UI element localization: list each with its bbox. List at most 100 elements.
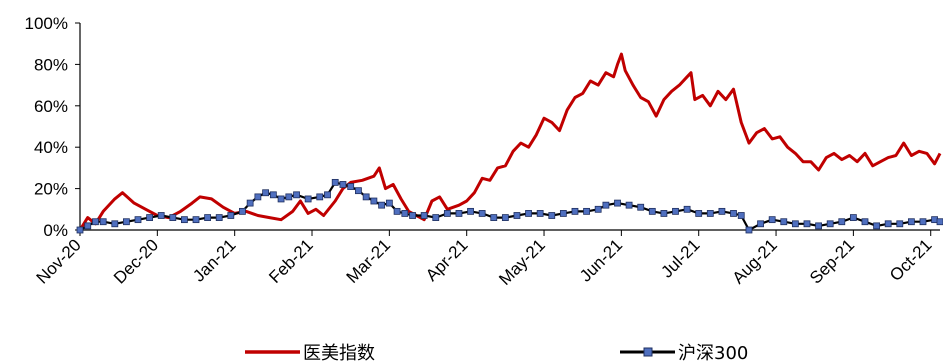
series-point-2	[849, 214, 857, 221]
series-point-2	[861, 218, 869, 226]
series-point-2	[780, 218, 788, 226]
x-tick-label: Jan-21	[189, 235, 239, 285]
series-point-2	[815, 222, 822, 230]
series-point-2	[92, 218, 99, 226]
x-tick-label: Jun-21	[576, 235, 626, 285]
legend: 医美指数 沪深300	[245, 343, 748, 364]
series-point-2	[324, 191, 331, 199]
x-tick-label: Oct-21	[886, 235, 936, 285]
series-point-2	[884, 220, 892, 228]
series-point-2	[907, 218, 915, 226]
series-point-2	[227, 212, 235, 219]
series-point-2	[254, 193, 262, 201]
series-point-2	[420, 212, 428, 219]
series-point-2	[347, 183, 355, 190]
series-point-2	[602, 201, 610, 209]
x-tick-label: Dec-20	[110, 235, 162, 287]
legend-label: 沪深300	[678, 343, 748, 364]
series-point-2	[936, 218, 943, 226]
series-point-2	[443, 210, 451, 217]
series-point-2	[378, 201, 386, 209]
y-tick-label: 60%	[34, 97, 68, 116]
series-point-2	[269, 191, 277, 199]
series-point-2	[192, 216, 200, 224]
series-point-2	[393, 207, 401, 215]
series-point-2	[614, 199, 621, 207]
series-point-2	[826, 220, 834, 228]
series-point-2	[745, 226, 753, 234]
axes	[79, 23, 940, 231]
series-point-2	[76, 226, 84, 234]
series-point-2	[277, 195, 285, 203]
series-point-2	[181, 216, 188, 224]
series-point-2	[648, 207, 656, 215]
series-point-2	[355, 187, 362, 195]
series-point-2	[873, 222, 880, 230]
series-point-2	[513, 212, 521, 219]
y-tick-label: 0%	[43, 221, 68, 240]
series-point-2	[791, 220, 799, 228]
series-point-2	[683, 205, 691, 213]
series-point-2	[594, 205, 602, 213]
x-tick-label: Mar-21	[343, 235, 395, 287]
series-point-2	[293, 191, 300, 199]
series-point-2	[919, 218, 927, 226]
series-point-2	[706, 210, 714, 217]
series-point-2	[331, 178, 339, 186]
y-axis-ticks: 0% 20% 40% 60% 80% 100%	[25, 14, 80, 240]
x-tick-label: Aug-21	[729, 235, 781, 287]
x-axis-ticks: Nov-20 Dec-20 Jan-21 Feb-21 Mar-21 Apr-21 May-…	[33, 230, 936, 289]
series-point-2	[362, 193, 370, 201]
series-point-2	[304, 195, 312, 203]
series-point-2	[571, 207, 579, 215]
y-tick-label: 100%	[25, 14, 68, 33]
series-point-2	[583, 207, 590, 215]
series-point-2	[490, 214, 498, 221]
series-point-2	[730, 210, 737, 217]
y-tick-label: 80%	[34, 55, 68, 74]
series-point-2	[385, 199, 393, 207]
series-point-2	[625, 201, 633, 209]
series-point-2	[339, 181, 347, 188]
series-point-2	[838, 218, 846, 226]
series-point-2	[157, 212, 165, 219]
series-point-2	[718, 207, 726, 215]
series-point-2	[239, 207, 246, 215]
series-point-2	[467, 207, 474, 215]
series-group	[76, 52, 943, 234]
series-point-2	[660, 210, 668, 217]
series-point-2	[501, 214, 509, 221]
series-point-2	[99, 218, 107, 226]
x-tick-label: Nov-20	[33, 235, 85, 287]
x-tick-label: Jul-21	[657, 235, 703, 281]
series-point-2	[768, 216, 776, 224]
series-point-2	[672, 207, 679, 215]
series-point-2	[370, 197, 378, 205]
series-point-2	[409, 212, 416, 219]
series-point-2	[757, 220, 764, 228]
series-point-2	[536, 210, 544, 217]
y-tick-label: 20%	[34, 180, 68, 199]
legend-label: 医美指数	[303, 343, 375, 364]
series-line-1	[78, 52, 942, 231]
x-tick-label: May-21	[495, 235, 549, 289]
series-point-2	[169, 214, 177, 221]
x-tick-label: Apr-21	[422, 235, 472, 285]
series-point-2	[803, 220, 811, 228]
series-point-2	[111, 220, 119, 228]
series-point-2	[548, 212, 556, 219]
series-point-2	[123, 218, 130, 226]
series-line-2	[79, 181, 941, 232]
series-point-2	[84, 222, 92, 230]
series-point-2	[215, 214, 223, 221]
series-point-2	[525, 210, 532, 217]
series-point-2	[695, 210, 703, 217]
series-point-2	[134, 216, 142, 224]
series-point-2	[432, 214, 440, 221]
legend-swatch-marker	[643, 347, 653, 357]
series-point-2	[246, 199, 254, 207]
series-point-2	[262, 189, 270, 197]
series-point-2	[559, 210, 567, 217]
x-tick-label: Feb-21	[265, 235, 317, 287]
